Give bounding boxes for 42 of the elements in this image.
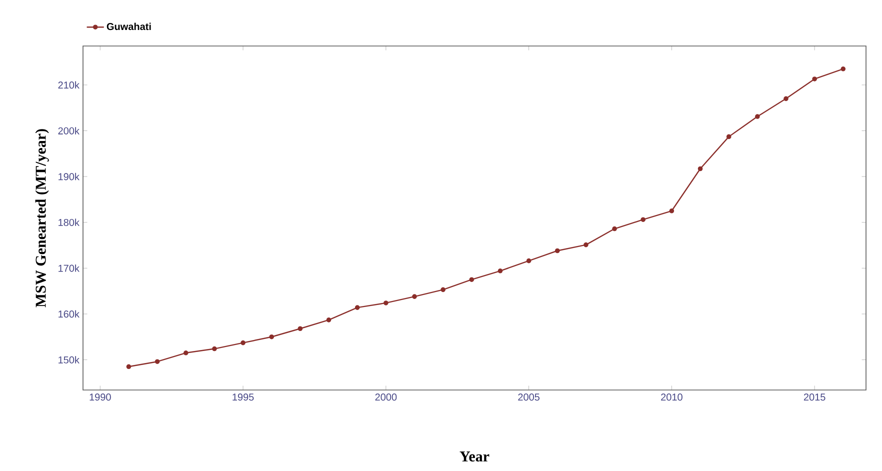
- y-tick-label: 150k: [58, 356, 80, 364]
- point: [412, 294, 417, 299]
- y-tick-label: 200k: [58, 127, 80, 134]
- point: [812, 76, 817, 82]
- point: [126, 364, 132, 370]
- legend-label: Guwahati: [106, 22, 151, 30]
- x-tick-label: 1990: [90, 394, 111, 401]
- point: [669, 208, 674, 214]
- y-tick-label: 190k: [58, 172, 80, 180]
- point: [612, 226, 617, 232]
- point: [584, 242, 588, 248]
- point: [554, 248, 560, 254]
- point: [698, 166, 703, 172]
- point: [469, 277, 474, 282]
- y-axis-title: MSW Genearted (MT/year): [35, 129, 49, 308]
- x-tick-label: 2005: [518, 394, 540, 401]
- x-tick-label: 1995: [232, 394, 254, 401]
- point: [154, 359, 160, 364]
- point: [784, 96, 788, 102]
- y-tick-label: 170k: [58, 264, 80, 272]
- point: [840, 66, 846, 72]
- point: [640, 217, 646, 222]
- x-tick-label: 2015: [804, 394, 826, 401]
- point: [440, 287, 446, 292]
- x-tick-label: 2000: [375, 394, 397, 401]
- point: [354, 305, 360, 310]
- point: [240, 340, 246, 346]
- point: [298, 326, 303, 332]
- y-tick-label: 210k: [58, 81, 80, 89]
- y-tick-label: 160k: [58, 310, 80, 318]
- point: [326, 318, 332, 322]
- point: [269, 334, 274, 340]
- y-tick-label: 180k: [58, 218, 80, 226]
- point: [498, 268, 503, 274]
- point: [384, 300, 388, 306]
- point: [526, 258, 532, 264]
- point: [212, 346, 217, 352]
- point: [726, 134, 732, 140]
- x-axis-title: Year: [460, 452, 490, 462]
- x-tick-label: 2010: [661, 394, 682, 401]
- point: [183, 350, 188, 356]
- point: [755, 114, 760, 119]
